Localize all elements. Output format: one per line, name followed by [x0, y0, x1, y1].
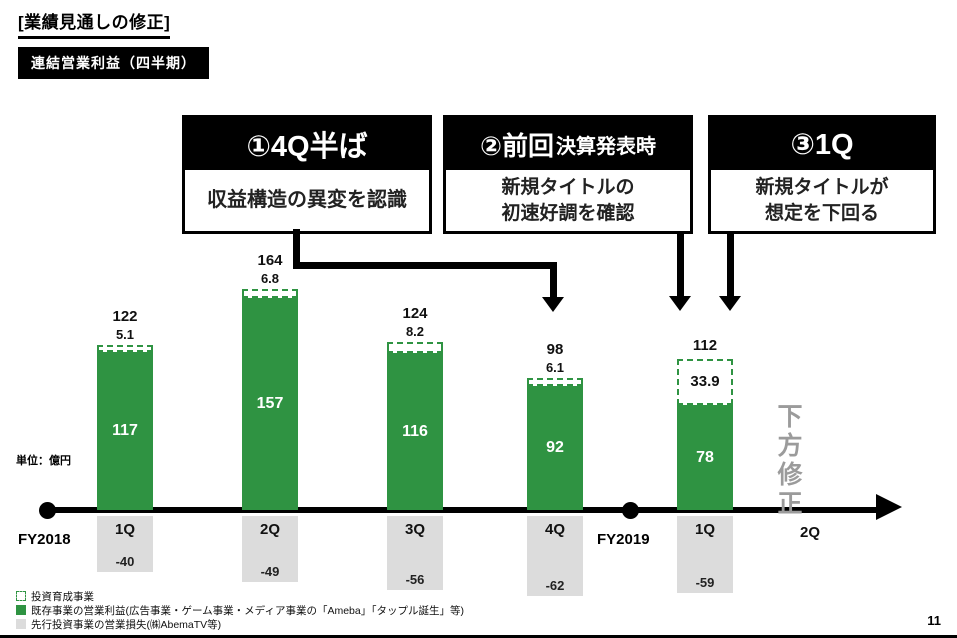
bar-value-existing: 78 — [696, 449, 714, 466]
loss-box — [677, 516, 733, 593]
legend-item-existing: 既存事業の営業利益(広告事業・ゲーム事業・メディア事業の「Ameba」「タップル… — [16, 603, 464, 617]
loss-value-label: -62 — [545, 578, 565, 593]
arrow-down-icon-2 — [669, 296, 691, 311]
bar-value-existing: 117 — [112, 422, 138, 439]
callout-2-body: 新規タイトルの 初速好調を確認 — [446, 170, 690, 231]
bar-value-existing: 92 — [546, 439, 564, 456]
loss-value-label: -40 — [115, 554, 135, 569]
legend-label-existing: 既存事業の営業利益(広告事業・ゲーム事業・メディア事業の「Ameba」「タップル… — [31, 604, 464, 617]
legend-swatch-gray-icon — [16, 619, 26, 629]
bar-segment-investment — [527, 378, 583, 386]
fy2018-label: FY2018 — [18, 531, 71, 548]
bar-total-label: 122 — [112, 308, 138, 325]
bar-segment-existing — [527, 386, 583, 510]
bar-total-label: 164 — [257, 252, 283, 269]
callout-2-body-line2: 初速好調を確認 — [501, 202, 635, 224]
bottom-border — [0, 635, 957, 638]
bar-total-label: 98 — [546, 341, 564, 358]
callout-1-body: 収益構造の異変を認識 — [185, 170, 429, 231]
bar-segment-existing — [387, 353, 443, 510]
timeline-dot-fy2018 — [39, 502, 56, 519]
callout-3-body-line1: 新規タイトルが — [755, 176, 889, 198]
callout-3-body: 新規タイトルが 想定を下回る — [711, 170, 933, 231]
bar-segment-investment — [677, 359, 733, 405]
callout-1q: ③1Q 新規タイトルが 想定を下回る — [708, 115, 936, 234]
bar-value-investment: 6.8 — [260, 271, 280, 286]
bar-value-investment: 6.1 — [545, 360, 565, 375]
loss-box — [527, 516, 583, 596]
subtitle-badge: 連結営業利益（四半期） — [18, 47, 209, 79]
loss-box — [387, 516, 443, 590]
callout-2-body-line1: 新規タイトルの — [501, 176, 635, 198]
quarter-label: 2Q — [799, 524, 820, 541]
quarter-label: 1Q — [694, 521, 715, 538]
page-number: 11 — [927, 613, 941, 628]
arrow-down-icon-3 — [719, 296, 741, 311]
quarter-label: 4Q — [544, 521, 565, 538]
timeline-dot-fy2019 — [622, 502, 639, 519]
legend-label-loss: 先行投資事業の営業損失(㈱AbemaTV等) — [31, 618, 222, 631]
callout-1-body-line: 収益構造の異変を認識 — [207, 189, 407, 211]
bar-value-existing: 116 — [402, 423, 428, 440]
connector-1-drop — [550, 262, 557, 298]
loss-value-label: -56 — [405, 572, 425, 587]
quarter-label: 3Q — [404, 521, 425, 538]
callout-3-body-line2: 想定を下回る — [764, 202, 879, 224]
callout-2-header-sub: 決算発表時 — [556, 135, 656, 158]
callout-2-header-main: ②前回 — [479, 130, 554, 161]
legend-item-investment: 投資育成事業 — [16, 589, 464, 603]
timeline-axis — [40, 507, 878, 513]
bar-value-investment: 5.1 — [115, 327, 135, 342]
axis-arrow-right-icon — [876, 494, 902, 520]
loss-value-label: -49 — [260, 564, 280, 579]
callout-1-header: ①4Q半ば — [185, 118, 429, 170]
bar-segment-existing — [677, 405, 733, 510]
bar-value-investment: 8.2 — [405, 324, 425, 339]
connector-3-vertical — [727, 231, 734, 297]
connector-2-vertical — [677, 231, 684, 297]
bar-total-label: 112 — [692, 337, 718, 354]
connector-1-horizontal — [293, 262, 557, 269]
bar-segment-investment — [242, 289, 298, 298]
callout-2-header: ②前回 決算発表時 — [446, 118, 690, 170]
bar-value-investment: 33.9 — [690, 373, 720, 390]
legend-item-loss: 先行投資事業の営業損失(㈱AbemaTV等) — [16, 617, 464, 631]
legend-swatch-dashed-green-icon — [16, 591, 26, 601]
legend-label-investment: 投資育成事業 — [31, 590, 94, 603]
bar-value-existing: 157 — [256, 395, 284, 412]
callout-3-header: ③1Q — [711, 118, 933, 170]
legend: 投資育成事業 既存事業の営業利益(広告事業・ゲーム事業・メディア事業の「Ameb… — [16, 589, 464, 631]
loss-value-label: -59 — [695, 575, 715, 590]
quarter-label: 2Q — [259, 521, 280, 538]
bar-segment-existing — [97, 352, 153, 510]
legend-swatch-green-icon — [16, 605, 26, 615]
arrow-down-icon-1 — [542, 297, 564, 312]
quarter-label: 1Q — [114, 521, 135, 538]
callout-4q-middle: ①4Q半ば 収益構造の異変を認識 — [182, 115, 432, 234]
bar-segment-investment — [387, 342, 443, 353]
fy2019-label: FY2019 — [597, 531, 650, 548]
connector-1-vertical — [293, 229, 300, 269]
callout-previous-announcement: ②前回 決算発表時 新規タイトルの 初速好調を確認 — [443, 115, 693, 234]
bar-segment-existing — [242, 298, 298, 510]
bar-segment-investment — [97, 345, 153, 352]
loss-box — [242, 516, 298, 582]
page-title: [業績見通しの修正] — [18, 8, 171, 39]
bar-total-label: 124 — [402, 305, 428, 322]
loss-box — [97, 516, 153, 572]
unit-label: 単位：億円 — [16, 455, 71, 467]
downward-revision-label: 下方修正 — [774, 403, 802, 519]
